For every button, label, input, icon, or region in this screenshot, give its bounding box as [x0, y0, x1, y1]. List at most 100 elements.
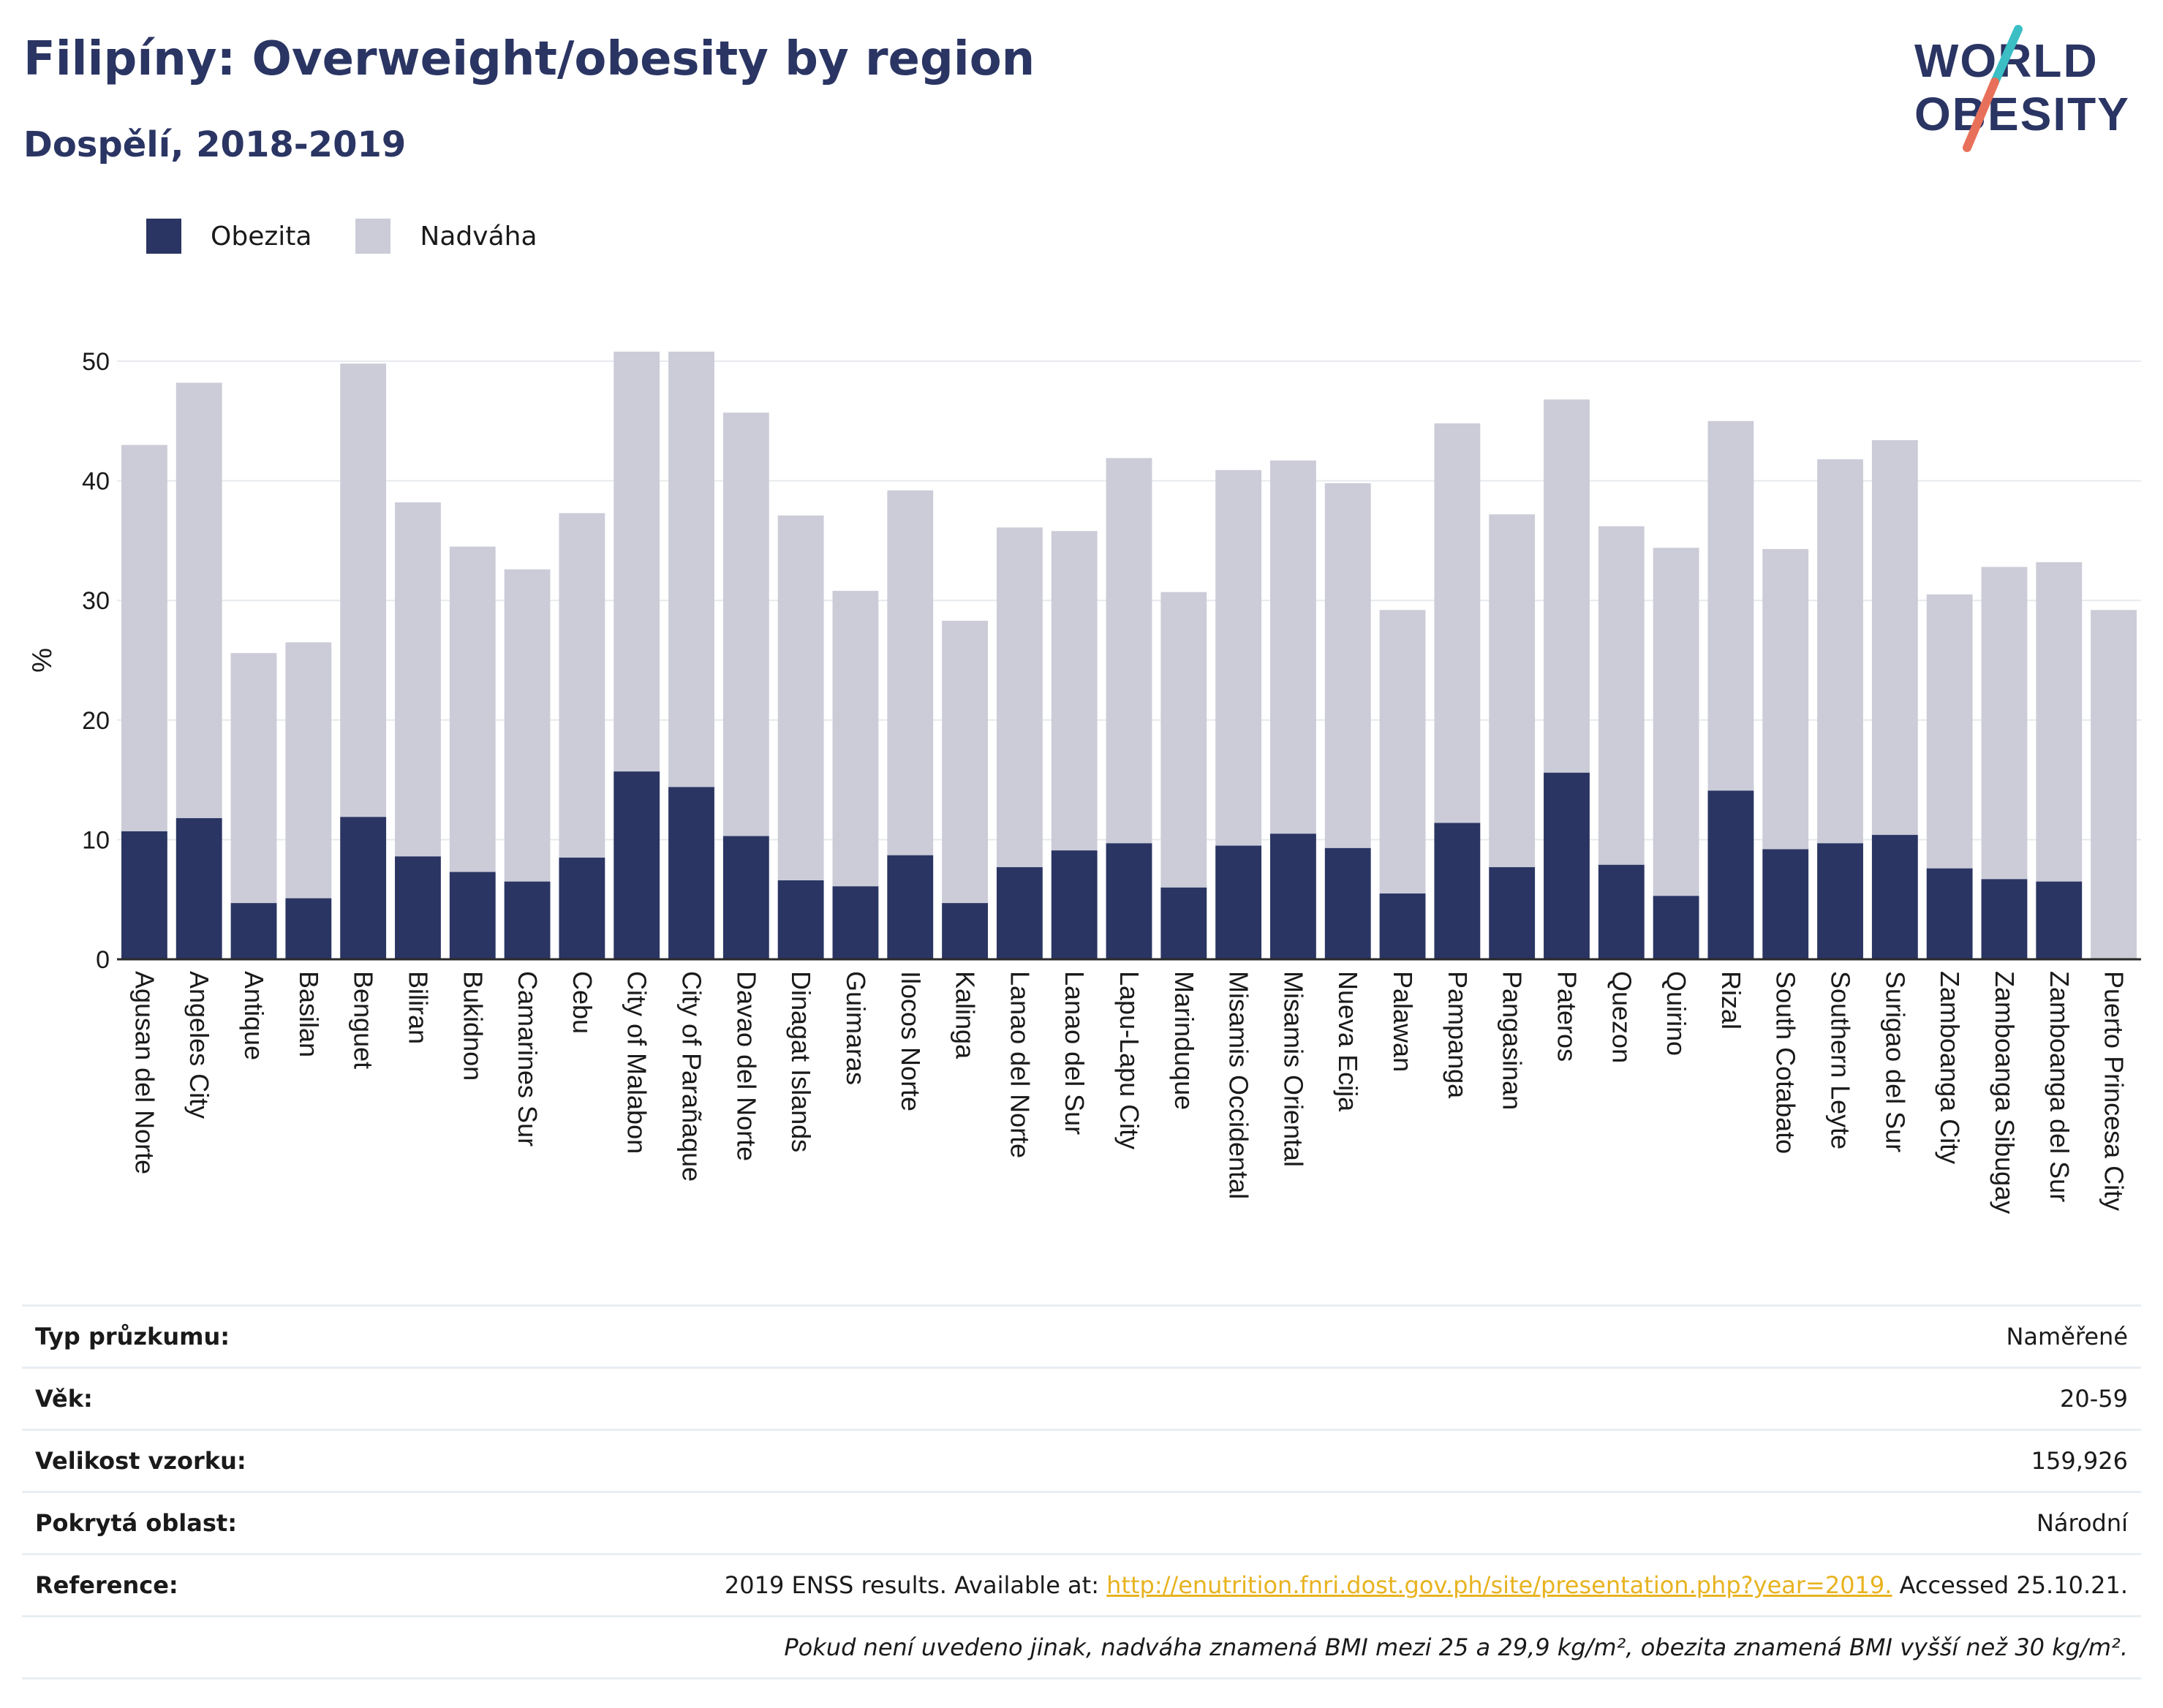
bar-overweight — [1270, 460, 1316, 834]
bar-obesity — [777, 880, 824, 959]
chart-legend: Obezita Nadváha — [146, 218, 581, 254]
bar-overweight — [1762, 548, 1809, 850]
logo-slash-teal — [1990, 25, 2023, 86]
y-tick-label: 40 — [82, 468, 110, 496]
x-tick-label: City of Parañaque — [677, 971, 707, 1182]
info-label: Typ průzkumu: — [35, 1323, 230, 1350]
logo-slash-coral — [1963, 78, 1999, 152]
x-tick-label: Angeles City — [184, 971, 214, 1119]
bar-overweight — [668, 351, 714, 787]
bar-overweight — [395, 502, 441, 857]
x-tick-label: Quirino — [1661, 971, 1691, 1056]
bar-obesity — [1926, 868, 1973, 959]
reference-suffix: Accessed 25.10.21. — [1892, 1571, 2128, 1599]
bar-overweight — [887, 490, 934, 855]
bar-overweight — [1653, 548, 1699, 896]
x-tick-label: Pangasinan — [1498, 971, 1528, 1110]
x-tick-label: Benguet — [349, 971, 379, 1069]
bar-overweight — [121, 445, 167, 831]
logo-text-obesity: OBESITY — [1914, 88, 2130, 140]
y-tick-label: 0 — [96, 946, 110, 974]
world-obesity-logo: WORLD OBESITY — [1914, 25, 2130, 152]
x-tick-label: South Cotabato — [1771, 971, 1801, 1154]
bar-obesity — [2036, 881, 2083, 959]
bar-obesity — [285, 898, 332, 959]
info-label: Velikost vzorku: — [35, 1447, 246, 1475]
info-row-coverage: Pokrytá oblast: Národní — [22, 1491, 2141, 1553]
bar-obesity — [1653, 896, 1699, 959]
bar-overweight — [1215, 469, 1262, 846]
bar-overweight — [1926, 594, 1973, 869]
x-tick-label: Nueva Ecija — [1333, 971, 1363, 1112]
bar-obesity — [1160, 887, 1207, 959]
x-tick-label: Zamboanga Sibugay — [1990, 971, 2020, 1214]
bar-obesity — [996, 867, 1043, 959]
x-tick-label: Guimaras — [841, 971, 871, 1085]
legend-label-overweight: Nadváha — [420, 221, 537, 252]
bar-overweight — [942, 621, 988, 904]
bar-obesity — [1324, 847, 1371, 959]
bar-overweight — [1489, 514, 1536, 868]
y-tick-label: 50 — [82, 348, 110, 376]
info-row-note: Pokud není uvedeno jinak, nadváha znamen… — [22, 1615, 2141, 1679]
reference-link[interactable]: http://enutrition.fnri.dost.gov.ph/site/… — [1106, 1571, 1892, 1599]
y-tick-label: 10 — [82, 826, 110, 854]
info-row-sample-size: Velikost vzorku: 159,926 — [22, 1429, 2141, 1491]
x-tick-label: Antique — [239, 971, 269, 1060]
x-tick-label: Southern Leyte — [1826, 971, 1856, 1149]
bar-obesity — [668, 787, 714, 959]
x-tick-label: Biliran — [403, 971, 433, 1044]
bar-overweight — [1707, 420, 1754, 791]
page-subtitle: Dospělí, 2018-2019 — [23, 124, 407, 165]
bar-obesity — [504, 881, 551, 959]
bar-obesity — [340, 817, 387, 959]
bar-overweight — [1379, 610, 1426, 894]
bar-obesity — [230, 903, 277, 959]
x-tick-label: Basilan — [294, 971, 324, 1057]
x-tick-label: Lapu-Lapu City — [1114, 971, 1144, 1149]
y-tick-label: 20 — [82, 707, 110, 735]
bar-overweight — [1598, 526, 1645, 865]
stacked-bar-chart: 0 10 20 30 40 50% Agusan del Norte Angeles City… — [27, 348, 2141, 1214]
bar-obesity — [722, 836, 769, 959]
bar-overweight — [2036, 562, 2083, 882]
x-tick-label: Marinduque — [1169, 971, 1199, 1110]
page-title: Filipíny: Overweight/obesity by region — [23, 32, 1035, 86]
info-label: Věk: — [35, 1385, 93, 1413]
y-axis-title: % — [27, 648, 58, 673]
x-tick-label: Pampanga — [1443, 971, 1473, 1099]
bar-overweight — [1871, 439, 1918, 835]
bar-obesity — [449, 872, 496, 959]
bar-obesity — [1106, 843, 1152, 959]
legend-item-overweight[interactable]: Nadváha — [355, 219, 537, 254]
bar-overweight — [504, 569, 551, 882]
x-tick-label: Puerto Princesa City — [2099, 971, 2129, 1211]
bar-overweight — [614, 351, 660, 772]
bar-obesity — [1270, 834, 1316, 959]
x-tick-label: Rizal — [1716, 971, 1746, 1029]
x-tick-label: Misamis Occidental — [1224, 971, 1254, 1199]
bar-obesity — [559, 857, 605, 959]
reference-value: 2019 ENSS results. Available at: http://… — [725, 1571, 2141, 1599]
legend-swatch-obesity — [146, 219, 181, 254]
bar-obesity — [1707, 790, 1754, 959]
x-tick-label: Zamboanga City — [1935, 971, 1965, 1164]
bar-obesity — [1762, 849, 1809, 959]
bar-overweight — [1324, 483, 1371, 848]
bar-obesity — [1379, 893, 1426, 959]
bar-obesity — [1871, 834, 1918, 959]
reference-prefix: 2019 ENSS results. Available at: — [724, 1571, 1107, 1599]
x-tick-label: Ilocos Norte — [896, 971, 926, 1111]
x-tick-label: Bukidnon — [458, 971, 488, 1081]
bar-obesity — [121, 831, 167, 959]
bar-overweight — [285, 642, 332, 899]
bar-obesity — [942, 903, 988, 959]
info-value: 159,926 — [2031, 1447, 2128, 1475]
info-row-reference: Reference: 2019 ENSS results. Available … — [22, 1553, 2141, 1615]
definition-note: Pokud není uvedeno jinak, nadváha znamen… — [784, 1633, 2128, 1661]
x-tick-label: Camarines Sur — [513, 971, 543, 1146]
bar-obesity — [1215, 845, 1262, 959]
legend-item-obesity[interactable]: Obezita — [146, 219, 312, 254]
info-label: Reference: — [35, 1571, 178, 1599]
bar-overweight — [340, 363, 387, 817]
